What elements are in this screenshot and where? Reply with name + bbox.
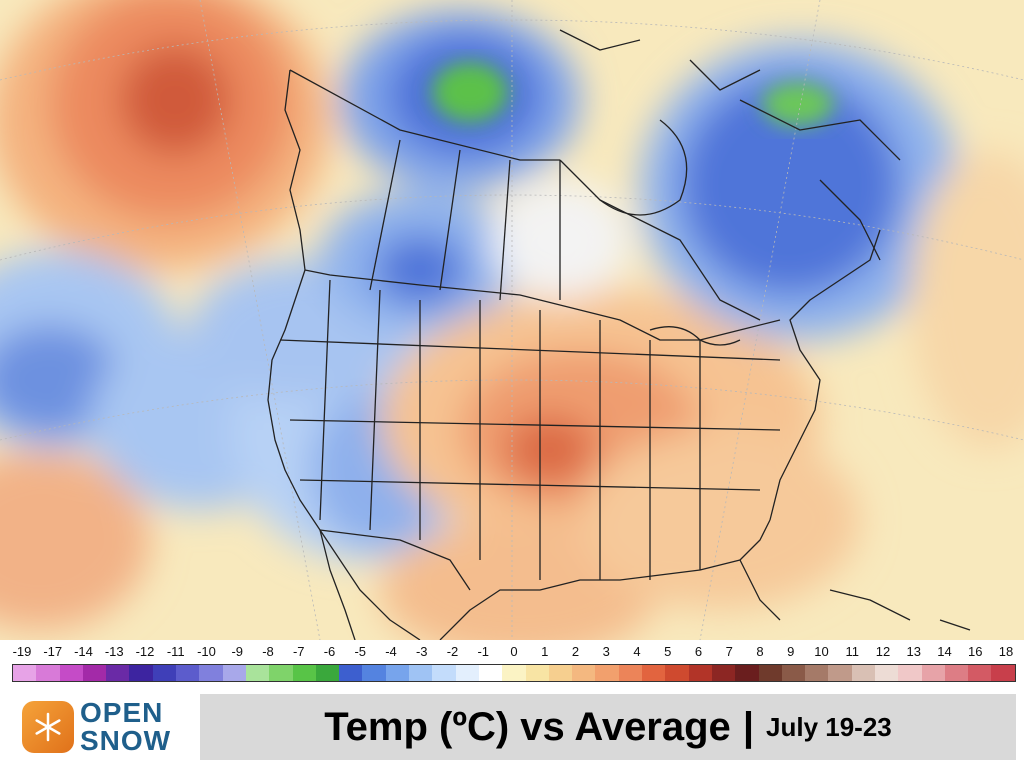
legend-swatch [572, 665, 596, 681]
legend-tick-labels: -19 -17 -14 -13 -12 -11 -10 -9 -8 -7 -6 -5 -4 -3 -2 -1 0… [12, 644, 1016, 662]
cold-cores [432, 62, 834, 126]
logo-wordmark: OPEN SNOW [80, 699, 171, 755]
legend-swatch [245, 665, 270, 681]
legend-swatch [129, 665, 153, 681]
legend-swatch [199, 665, 223, 681]
legend-swatch [874, 665, 899, 681]
legend-tick-label: -19 [12, 644, 32, 659]
legend-swatch [711, 665, 736, 681]
legend-tick-label: 14 [937, 644, 952, 659]
legend-swatch [36, 665, 60, 681]
legend-tick-label: 11 [845, 644, 860, 659]
legend-tick-label: 5 [664, 644, 672, 659]
legend-swatch [502, 665, 526, 681]
temperature-anomaly-map [0, 0, 1024, 640]
legend-swatch [735, 665, 759, 681]
legend-tick-label: 4 [633, 644, 641, 659]
legend-tick-label: 2 [571, 644, 580, 659]
legend-swatch [385, 665, 410, 681]
logo-line-open: OPEN [80, 697, 164, 728]
legend-swatch [315, 665, 340, 681]
legend-swatch [525, 665, 549, 681]
legend-tick-label: 12 [875, 644, 891, 659]
title-bar: Temp (ºC) vs Average | July 19-23 [200, 694, 1016, 760]
boundaries [267, 29, 971, 640]
map-canvas [0, 0, 1024, 640]
title-separator: | [742, 704, 755, 749]
legend-tick-label: -4 [385, 644, 397, 659]
map-title: Temp (ºC) vs Average [324, 704, 731, 749]
legend-tick-label: -6 [323, 644, 336, 659]
legend-swatch [82, 665, 107, 681]
legend-tick-label: 18 [998, 644, 1014, 659]
legend-swatch [478, 665, 503, 681]
legend-swatch [59, 665, 83, 681]
footer: OPEN SNOW Temp (ºC) vs Average | July 19… [0, 688, 1024, 768]
legend-tick-label: -2 [446, 644, 459, 659]
date-range: July 19-23 [766, 711, 892, 742]
legend-tick-label: 7 [725, 644, 733, 659]
legend-swatch [991, 665, 1015, 681]
legend-swatch [362, 665, 386, 681]
legend-swatch [851, 665, 875, 681]
legend-tick-label: -13 [104, 644, 124, 659]
legend-swatch [152, 665, 177, 681]
legend-tick-label: 9 [787, 644, 795, 659]
logo-line-snow: SNOW [80, 725, 172, 756]
legend-swatch [222, 665, 246, 681]
legend-swatch [595, 665, 619, 681]
legend-tick-label: 0 [510, 644, 518, 659]
legend-swatch [432, 665, 456, 681]
legend-swatch [688, 665, 712, 681]
legend-tick-label: 6 [694, 644, 703, 659]
legend-swatch [781, 665, 806, 681]
legend-swatch [828, 665, 852, 681]
legend-swatch [339, 665, 363, 681]
legend-swatch [642, 665, 666, 681]
legend-swatch [13, 665, 37, 681]
legend-swatch [618, 665, 643, 681]
legend-swatch [292, 665, 316, 681]
legend-swatch [921, 665, 945, 681]
legend-tick-label: 10 [814, 644, 829, 659]
legend-swatch [805, 665, 829, 681]
snowflake-mountain-icon [22, 701, 74, 753]
color-legend: -19 -17 -14 -13 -12 -11 -10 -9 -8 -7 -6 -5 -4 -3 -2 -1 0… [0, 640, 1024, 688]
legend-tick-label: -10 [197, 644, 216, 659]
legend-swatch [898, 665, 922, 681]
legend-swatch [269, 665, 293, 681]
legend-tick-label: -14 [74, 644, 93, 659]
legend-tick-label: -5 [354, 644, 367, 659]
legend-swatch [548, 665, 573, 681]
legend-tick-label: -3 [415, 644, 428, 659]
legend-swatch [758, 665, 782, 681]
legend-tick-label: -9 [231, 644, 244, 659]
legend-tick-label: -8 [262, 644, 274, 659]
legend-tick-label: -11 [166, 644, 185, 659]
legend-swatch [968, 665, 992, 681]
legend-tick-label: 8 [756, 644, 764, 659]
legend-tick-label: -12 [135, 644, 155, 659]
legend-swatch [176, 665, 200, 681]
legend-swatch [665, 665, 689, 681]
legend-color-bar [12, 664, 1016, 682]
legend-tick-label: 16 [968, 644, 983, 659]
legend-swatch [944, 665, 969, 681]
legend-tick-label: 13 [906, 644, 921, 659]
legend-swatch [106, 665, 130, 681]
opensnow-logo: OPEN SNOW [22, 694, 198, 760]
legend-swatch [455, 665, 479, 681]
legend-swatch [409, 665, 433, 681]
legend-tick-label: 1 [541, 644, 549, 659]
legend-tick-label: -7 [292, 644, 305, 659]
legend-tick-label: -1 [477, 644, 490, 659]
legend-tick-label: -17 [43, 644, 63, 659]
legend-tick-label: 3 [602, 644, 610, 659]
